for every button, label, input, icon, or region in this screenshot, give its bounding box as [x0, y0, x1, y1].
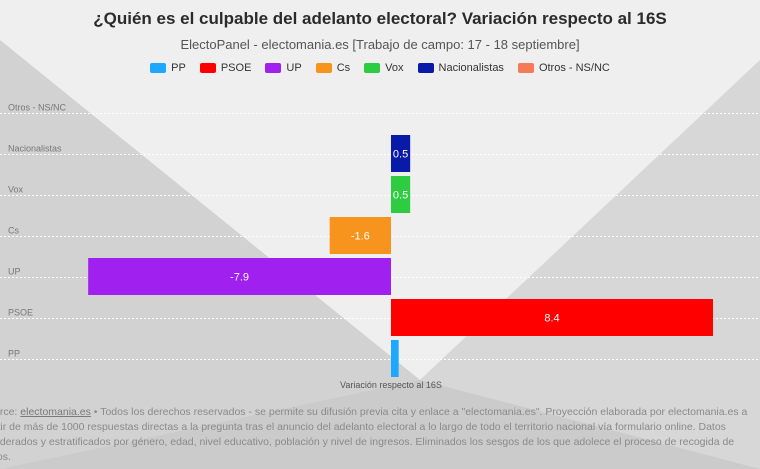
chart-title: ¿Quién es el culpable del adelanto elect… — [93, 9, 667, 28]
data-label: 0.5 — [393, 190, 408, 202]
bar-up[interactable] — [88, 258, 392, 295]
legend-label: Vox — [385, 62, 404, 74]
legend-label: Cs — [336, 62, 351, 74]
footer-line3: nderados y estratificados por género, ed… — [0, 436, 735, 448]
footer-link[interactable]: electomania.es — [20, 406, 91, 418]
data-label: -7.9 — [230, 272, 249, 284]
legend-swatch — [199, 63, 216, 73]
legend-label: PSOE — [220, 62, 252, 74]
legend-item[interactable]: Cs — [315, 62, 351, 74]
category-label: Cs — [8, 226, 19, 236]
legend-item[interactable]: Otros - NS/NC — [517, 62, 610, 74]
legend-swatch — [517, 63, 534, 73]
legend-item[interactable]: PP — [150, 62, 186, 74]
bar-psoe[interactable] — [391, 299, 713, 336]
legend: PP PSOE UP Cs Vox Nacionalistas Otros - NS/NC — [0, 62, 760, 74]
legend-swatch — [315, 63, 332, 73]
legend-item[interactable]: Vox — [364, 62, 404, 74]
legend-swatch — [150, 63, 167, 73]
legend-swatch — [417, 63, 434, 73]
legend-swatch — [265, 63, 282, 73]
legend-item[interactable]: UP — [265, 62, 302, 74]
bar-pp[interactable] — [391, 340, 399, 377]
category-label: UP — [8, 267, 21, 277]
data-label: 0.5 — [393, 149, 408, 161]
category-label: Nacionalistas — [8, 144, 62, 154]
chart-subtitle: ElectoPanel - electomania.es [Trabajo de… — [180, 37, 580, 52]
source-footer: urce: electomania.es • Todos los derecho… — [0, 405, 760, 465]
category-label: Vox — [8, 185, 24, 195]
legend-item[interactable]: PSOE — [199, 62, 252, 74]
bar-chart: Otros - NS/NC Nacionalistas 0.5 Vox 0.5 Cs -1.… — [0, 103, 760, 390]
x-axis-label: Variación respecto al 16S — [340, 380, 442, 390]
legend-label: Otros - NS/NC — [538, 62, 610, 74]
bar-cs[interactable] — [329, 217, 391, 254]
legend-label: UP — [286, 62, 302, 74]
category-label: PSOE — [8, 308, 33, 318]
data-label: -1.6 — [351, 231, 370, 243]
footer-line1: • Todos los derechos reservados - se per… — [90, 406, 748, 418]
category-label: PP — [8, 349, 20, 359]
legend-item[interactable]: Nacionalistas — [417, 62, 504, 74]
bar-nacionalistas[interactable] — [391, 135, 411, 172]
footer-line2: rtir de más de 1000 respuestas directas … — [0, 421, 726, 433]
category-label: Otros - NS/NC — [8, 103, 67, 113]
footer-prefix: urce: — [0, 406, 18, 418]
legend-label: Nacionalistas — [438, 62, 504, 74]
footer-line4: tos. — [0, 451, 11, 463]
bar-vox[interactable] — [391, 176, 411, 213]
data-label: 8.4 — [544, 313, 559, 325]
legend-label: PP — [171, 62, 186, 74]
legend-swatch — [364, 63, 381, 73]
